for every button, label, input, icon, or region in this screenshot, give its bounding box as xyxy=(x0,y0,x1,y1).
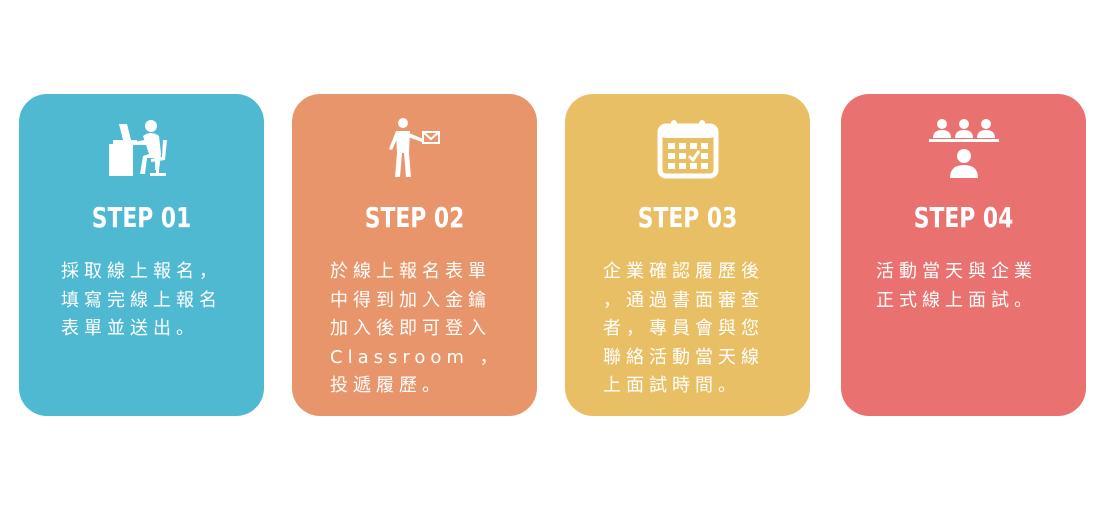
calendar-icon xyxy=(565,116,810,182)
step-title: STEP 03 xyxy=(637,201,738,234)
step-description: 活動當天與企業 正式線上面試。 xyxy=(876,261,1037,311)
step-card-3: STEP 03 企業確認履歷後 ，通過書面審查 者，專員會與您 聯絡活動當天線 … xyxy=(565,94,810,416)
step-title: STEP 04 xyxy=(913,201,1014,234)
step-title: STEP 02 xyxy=(364,201,465,234)
step-description: 於線上報名表單 中得到加入金鑰 加入後即可登入 Classroom ， 投遞履歷… xyxy=(330,261,503,396)
step-description: 採取線上報名， 填寫完線上報名 表單並送出。 xyxy=(61,261,222,339)
interview-panel-icon xyxy=(841,116,1086,182)
computer-user-icon xyxy=(19,116,264,182)
step-card-1: STEP 01 採取線上報名， 填寫完線上報名 表單並送出。 xyxy=(19,94,264,416)
step-card-4: STEP 04 活動當天與企業 正式線上面試。 xyxy=(841,94,1086,416)
step-card-2: STEP 02 於線上報名表單 中得到加入金鑰 加入後即可登入 Classroo… xyxy=(292,94,537,416)
step-description: 企業確認履歷後 ，通過書面審查 者，專員會與您 聯絡活動當天線 上面試時間。 xyxy=(603,261,764,396)
person-receiving-mail-icon xyxy=(292,116,537,182)
step-title: STEP 01 xyxy=(91,201,192,234)
